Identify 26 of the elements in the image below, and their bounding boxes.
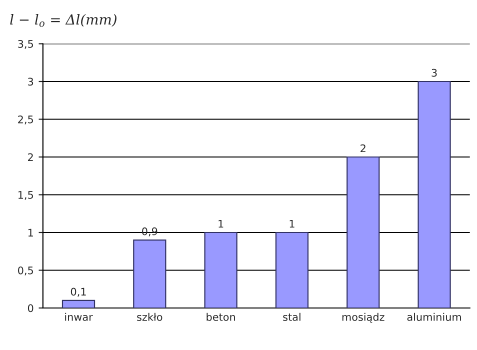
data-label: 1 [218,220,224,228]
x-tick-label: inwar [65,312,93,321]
bar [418,80,451,308]
y-tick-label: 3 [28,78,34,86]
x-tick-label: aluminium [407,312,461,321]
x-tick-label: szkło [137,312,162,321]
y-tick-label: 1 [28,228,33,236]
y-tick-label: 3,5 [18,40,33,49]
bar [275,232,309,308]
x-tick-label: beton [206,312,235,321]
x-tick-label: stal [283,312,300,321]
bar [62,300,96,308]
bar [346,156,380,308]
y-tick-label: 2,5 [18,115,33,124]
bar [204,232,238,308]
data-label: 0,1 [70,288,86,297]
data-label: 3 [432,68,437,77]
y-tick-label: 2 [28,153,33,161]
data-label: 1 [290,220,294,228]
x-tick-label: mosiądz [342,312,384,323]
y-tick-label: 1,5 [18,191,33,200]
bar [133,239,166,308]
data-label: 2 [360,144,366,152]
y-axis-title: l − l$_{o}$ = Δl(mm) [10,14,116,27]
y-tick-label: 0,5 [18,266,33,276]
y-tick-label: 0 [28,304,34,312]
